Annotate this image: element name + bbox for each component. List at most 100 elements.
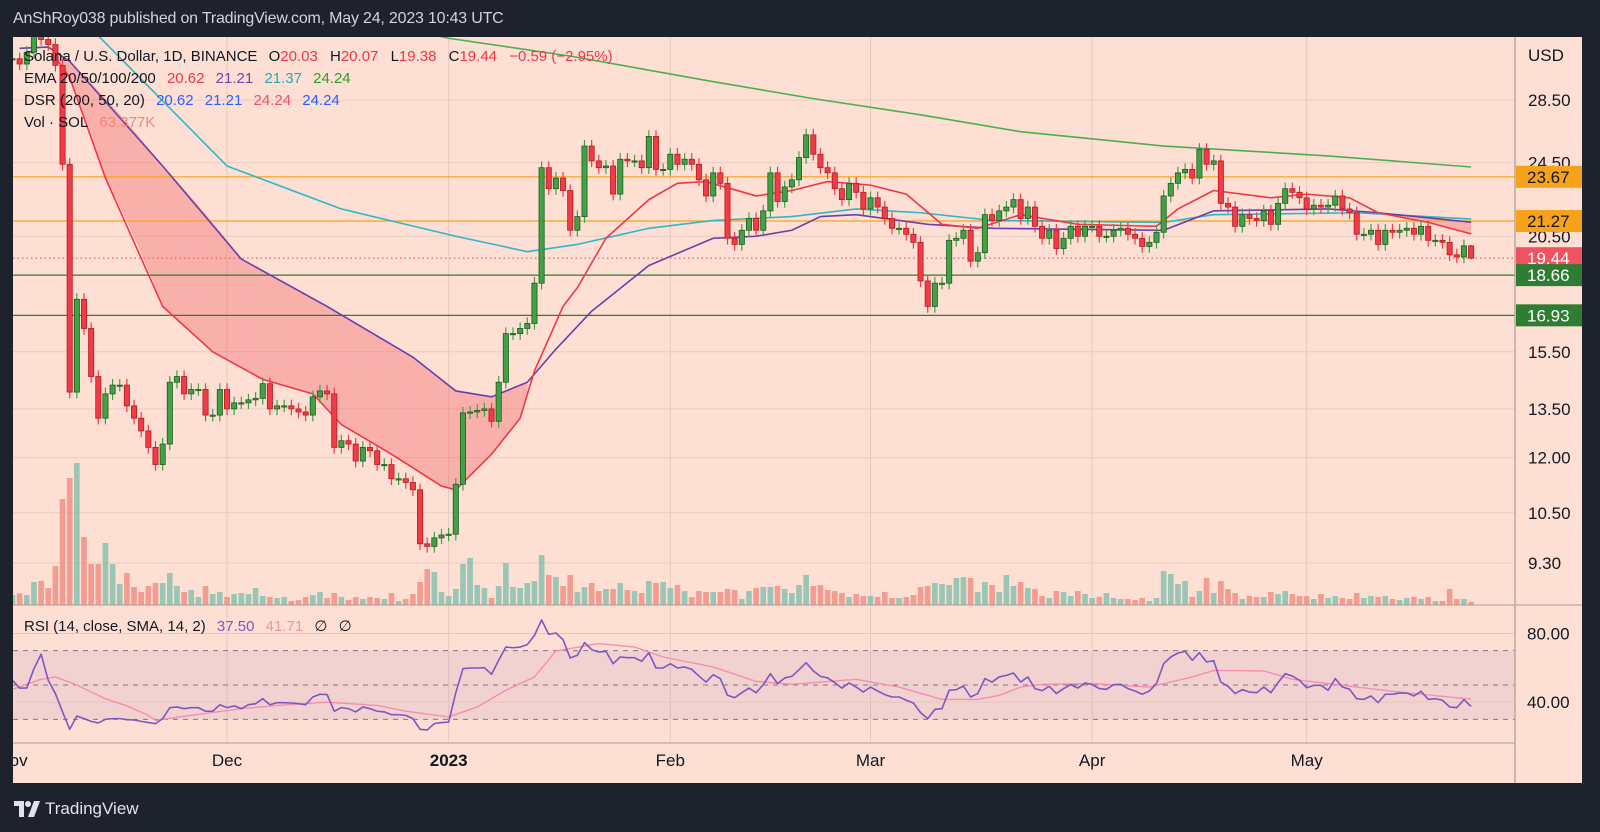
candle[interactable] (567, 184, 574, 237)
candle[interactable] (59, 59, 66, 171)
candle[interactable] (1117, 222, 1124, 237)
candle[interactable] (467, 405, 474, 420)
candle[interactable] (581, 139, 588, 223)
candle[interactable] (1225, 197, 1232, 214)
dsr-legend[interactable]: DSR (200, 50, 20) 20.62 21.21 24.24 24.2… (24, 92, 347, 109)
candle[interactable] (52, 38, 59, 72)
candle[interactable] (967, 224, 974, 268)
candle[interactable] (324, 384, 331, 401)
candle[interactable] (574, 210, 581, 237)
candle[interactable] (831, 166, 838, 195)
candle[interactable] (1153, 226, 1160, 249)
candle[interactable] (30, 30, 37, 59)
candle[interactable] (509, 327, 516, 340)
candle[interactable] (724, 177, 731, 245)
candle[interactable] (853, 177, 860, 199)
rsi-label[interactable]: RSI (14, close, SMA, 14, 2) (24, 618, 206, 635)
candle[interactable] (288, 399, 295, 416)
candle[interactable] (274, 399, 281, 416)
candle[interactable] (481, 402, 488, 417)
candle[interactable] (860, 186, 867, 216)
candle[interactable] (145, 424, 152, 454)
candle[interactable] (1146, 236, 1153, 253)
candle[interactable] (824, 161, 831, 180)
candle[interactable] (731, 232, 738, 251)
candle[interactable] (1317, 199, 1324, 214)
candle[interactable] (803, 128, 810, 164)
candle[interactable] (366, 441, 373, 458)
candle[interactable] (238, 396, 245, 410)
rsi-axis[interactable]: 80.00 40.00 (1527, 624, 1570, 712)
candle[interactable] (903, 222, 910, 241)
candle[interactable] (846, 177, 853, 206)
candle[interactable] (66, 158, 73, 399)
candle[interactable] (560, 171, 567, 197)
candle[interactable] (1124, 222, 1131, 241)
candle[interactable] (281, 399, 288, 413)
candle[interactable] (796, 151, 803, 187)
candle[interactable] (867, 191, 874, 216)
candle[interactable] (245, 393, 252, 410)
candle[interactable] (745, 212, 752, 237)
candle[interactable] (1460, 239, 1467, 264)
candle[interactable] (989, 208, 996, 227)
rsi-legend[interactable]: RSI (14, close, SMA, 14, 2) 37.50 41.71 … (24, 617, 359, 635)
candle[interactable] (166, 376, 173, 451)
candle[interactable] (474, 404, 481, 419)
ema-label[interactable]: EMA 20/50/100/200 (24, 70, 156, 87)
candle[interactable] (896, 222, 903, 235)
candle[interactable] (181, 370, 188, 401)
candle[interactable] (1232, 200, 1239, 233)
price-axis[interactable]: USD 28.5024.5020.5015.5013.5012.0010.509… (1516, 46, 1583, 573)
candle[interactable] (1189, 163, 1196, 185)
candle[interactable] (109, 378, 116, 401)
candle[interactable] (703, 173, 710, 203)
candle[interactable] (838, 182, 845, 206)
candle[interactable] (710, 166, 717, 203)
candle[interactable] (1432, 234, 1439, 247)
candle[interactable] (1074, 220, 1081, 243)
candle[interactable] (1468, 245, 1475, 260)
candle[interactable] (767, 166, 774, 218)
tradingview-logo[interactable]: TradingView (14, 799, 139, 819)
candle[interactable] (1360, 228, 1367, 241)
candle[interactable] (810, 128, 817, 161)
candle[interactable] (438, 528, 445, 545)
candle[interactable] (1060, 232, 1067, 255)
candle[interactable] (653, 130, 660, 176)
candle[interactable] (674, 148, 681, 171)
candle[interactable] (617, 153, 624, 201)
candle[interactable] (138, 412, 145, 438)
candle[interactable] (1275, 197, 1282, 231)
candle[interactable] (388, 458, 395, 486)
candle[interactable] (81, 293, 88, 335)
candle[interactable] (888, 212, 895, 235)
candle[interactable] (123, 378, 130, 413)
candle[interactable] (1375, 224, 1382, 251)
price-level-badge[interactable]: 23.67 (1516, 165, 1583, 188)
candle[interactable] (359, 441, 366, 468)
candle[interactable] (302, 405, 309, 422)
candle[interactable] (338, 434, 345, 454)
candle[interactable] (445, 528, 452, 542)
symbol-title[interactable]: Solana / U.S. Dollar, 1D, BINANCE (24, 48, 258, 65)
candle[interactable] (309, 390, 316, 422)
candle[interactable] (1396, 224, 1403, 239)
ema-legend[interactable]: EMA 20/50/100/200 20.62 21.21 21.37 24.2… (24, 70, 358, 87)
candle[interactable] (1110, 224, 1117, 243)
candle[interactable] (495, 376, 502, 428)
candle[interactable] (1039, 220, 1046, 245)
candle[interactable] (552, 171, 559, 195)
candle[interactable] (45, 33, 52, 51)
candle[interactable] (1296, 186, 1303, 205)
candle[interactable] (102, 387, 109, 425)
candle[interactable] (1303, 191, 1310, 216)
candle[interactable] (631, 154, 638, 168)
candle[interactable] (231, 396, 238, 416)
candle[interactable] (924, 274, 931, 313)
candle[interactable] (1425, 220, 1432, 247)
candle[interactable] (1024, 200, 1031, 225)
candle[interactable] (502, 327, 509, 389)
candle[interactable] (1082, 220, 1089, 243)
candle[interactable] (1439, 234, 1446, 249)
